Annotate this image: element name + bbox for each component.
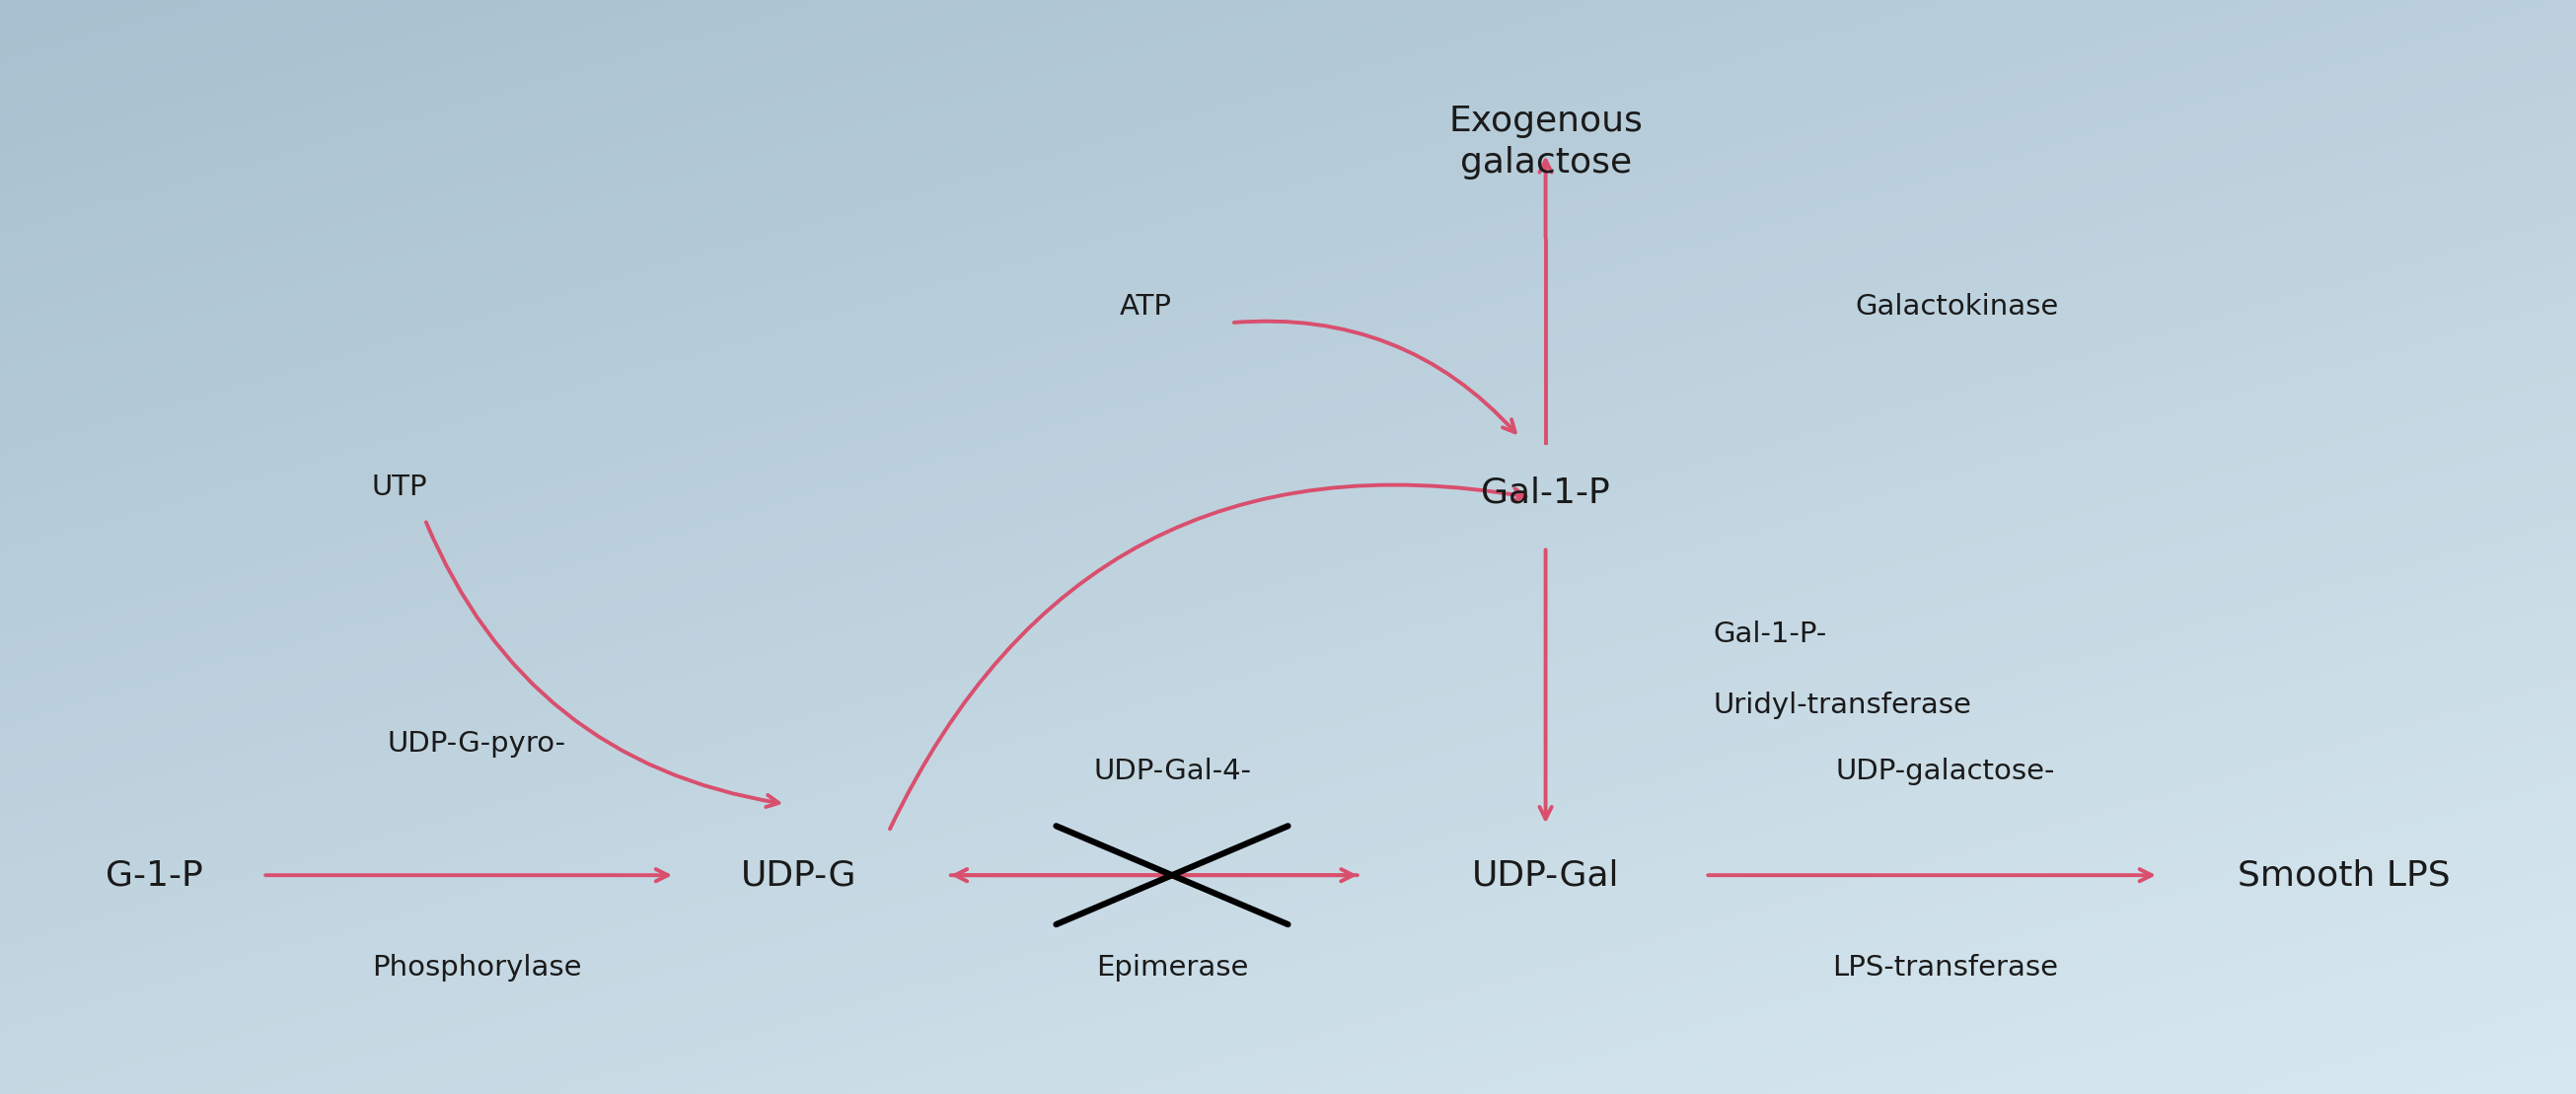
Text: Epimerase: Epimerase xyxy=(1095,954,1249,982)
Text: ATP: ATP xyxy=(1121,292,1172,321)
Text: Smooth LPS: Smooth LPS xyxy=(2239,859,2450,892)
Text: UTP: UTP xyxy=(371,473,428,501)
Text: Gal-1-P-: Gal-1-P- xyxy=(1713,620,1826,649)
Text: UDP-galactose-: UDP-galactose- xyxy=(1834,757,2056,785)
Text: Gal-1-P: Gal-1-P xyxy=(1481,476,1610,509)
Text: G-1-P: G-1-P xyxy=(106,859,204,892)
Text: LPS-transferase: LPS-transferase xyxy=(1832,954,2058,982)
Text: Phosphorylase: Phosphorylase xyxy=(371,954,582,982)
Text: Uridyl-transferase: Uridyl-transferase xyxy=(1713,691,1971,720)
Text: UDP-G-pyro-: UDP-G-pyro- xyxy=(386,730,567,758)
Text: UDP-Gal: UDP-Gal xyxy=(1471,859,1620,892)
Text: UDP-Gal-4-: UDP-Gal-4- xyxy=(1092,757,1252,785)
Text: UDP-G: UDP-G xyxy=(739,859,858,892)
Text: Exogenous
galactose: Exogenous galactose xyxy=(1448,105,1643,179)
Text: Galactokinase: Galactokinase xyxy=(1855,292,2058,321)
